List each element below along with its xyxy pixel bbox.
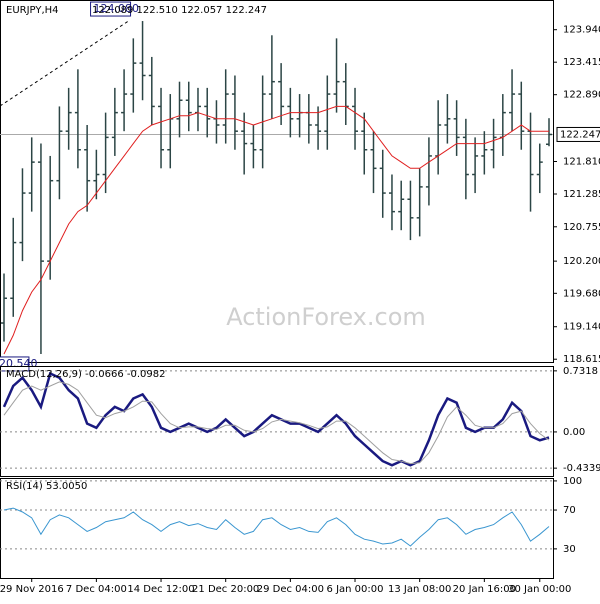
y-tick-label: 119.140 <box>563 322 600 333</box>
watermark: ActionForex.com <box>226 303 426 331</box>
panel-frame <box>0 0 554 363</box>
y-tick-label: -0.4339 <box>563 463 600 474</box>
y-tick-label: 118.615 <box>563 354 600 365</box>
y-tick-label: 123.940 <box>563 25 600 36</box>
y-tick-label: 100 <box>563 476 582 487</box>
y-tick-label: 119.680 <box>563 288 600 299</box>
y-tick-label: 0.00 <box>563 427 585 438</box>
panel-title: MACD(12,26,9) -0.0666 -0.0982 <box>6 369 166 380</box>
y-tick-label: 122.890 <box>563 90 600 101</box>
annotation: 124.080 <box>94 2 140 15</box>
price-label-box <box>556 126 600 142</box>
x-tick-label: 30 Jan 00:00 <box>508 584 571 595</box>
annotation-box <box>0 356 30 372</box>
panel-title: RSI(14) 53.0050 <box>6 481 87 492</box>
x-tick-label: 20 Jan 16:00 <box>453 584 516 595</box>
trend-line <box>0 19 131 107</box>
indicator-line <box>3 507 550 547</box>
indicator-line <box>2 371 550 467</box>
moving-average <box>3 105 549 355</box>
x-tick-label: 21 Dec 20:00 <box>192 584 259 595</box>
y-tick-label: 121.285 <box>563 189 600 200</box>
price-label: 122.247 <box>560 129 600 140</box>
panel-frame <box>0 366 554 477</box>
y-tick-label: 70 <box>563 505 576 516</box>
indicator-line <box>3 381 550 465</box>
ohlc-values: 122.089 122.510 122.057 122.247 <box>92 5 267 16</box>
x-tick-label: 29 Dec 04:00 <box>257 584 324 595</box>
annotation: 120.540 <box>0 357 37 370</box>
y-tick-label: 120.755 <box>563 222 600 233</box>
y-tick-label: 121.810 <box>563 157 600 168</box>
x-tick-label: 13 Jan 08:00 <box>388 584 451 595</box>
y-tick-label: 123.415 <box>563 57 600 68</box>
x-tick-label: 14 Dec 12:00 <box>127 584 194 595</box>
chart-title: EURJPY,H4 <box>6 5 59 16</box>
annotation-box <box>90 1 132 17</box>
y-tick-label: 0.7318 <box>563 366 598 377</box>
y-tick-label: 30 <box>563 544 576 555</box>
y-tick-label: 120.200 <box>563 256 600 267</box>
panel-frame <box>0 478 554 579</box>
x-tick-label: 7 Dec 04:00 <box>66 584 127 595</box>
x-tick-label: 29 Nov 2016 <box>0 584 64 595</box>
x-tick-label: 6 Jan 00:00 <box>327 584 384 595</box>
